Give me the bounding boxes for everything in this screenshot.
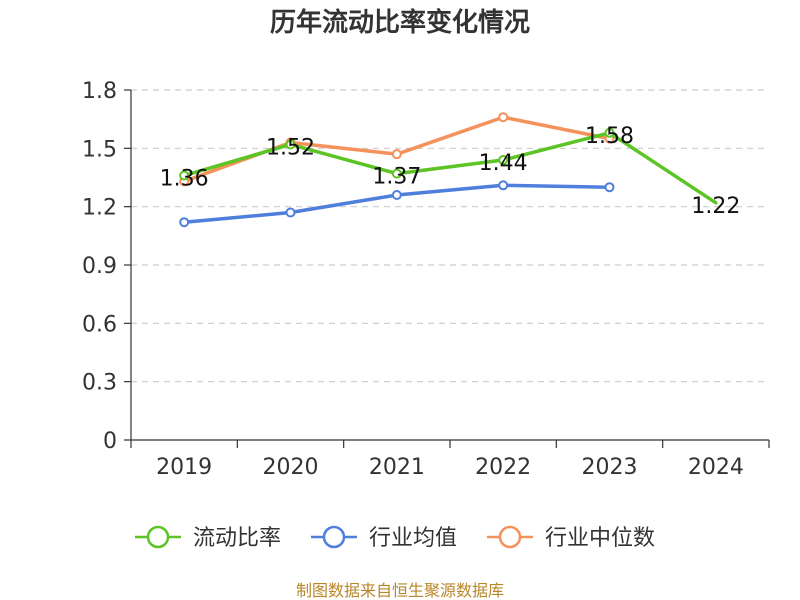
- legend-label-industry_avg: 行业均值: [369, 526, 457, 551]
- y-tick-label: 1.8: [82, 79, 117, 104]
- y-tick-label: 0: [103, 429, 117, 454]
- data-label: 1.58: [585, 124, 634, 149]
- series-industry_avg: [179, 180, 615, 228]
- data-label: 1.37: [372, 165, 421, 190]
- data-point-industry_avg: [179, 217, 190, 228]
- data-point-industry_avg: [604, 182, 615, 193]
- data-label: 1.44: [479, 151, 528, 176]
- y-tick-label: 0.6: [82, 312, 117, 337]
- x-tick-label: 2023: [582, 455, 638, 480]
- data-point-industry_avg: [391, 190, 402, 200]
- gridlines: [131, 89, 769, 383]
- data-point-current: [391, 168, 402, 179]
- y-tick-label: 0.9: [82, 254, 117, 279]
- data-point-industry_avg: [285, 207, 296, 218]
- series-line-current: [182, 131, 718, 205]
- chart-title: 历年流动比率变化情况: [270, 7, 530, 38]
- legend-marker-industry_avg: [322, 525, 346, 549]
- data-point-current: [179, 170, 190, 181]
- x-tick-label: 2020: [263, 455, 319, 480]
- source-note: 制图数据来自恒生聚源数据库: [296, 581, 504, 600]
- data-point-industry_median: [498, 112, 509, 123]
- legend-label-industry_median: 行业中位数: [545, 526, 655, 551]
- series-current: [179, 127, 718, 205]
- data-point-current: [285, 139, 296, 150]
- y-tick-label: 0.3: [82, 371, 117, 396]
- series-group: [179, 112, 718, 228]
- y-tick-label: 1.5: [82, 137, 117, 162]
- data-label: 1.52: [266, 135, 315, 160]
- legend-marker-industry_median: [498, 525, 522, 549]
- legend[interactable]: 流动比率 行业均值 行业中位数: [135, 525, 655, 551]
- x-tick-label: 2019: [156, 455, 212, 480]
- data-label: 1.36: [160, 167, 209, 192]
- data-point-industry_avg: [498, 180, 509, 191]
- legend-item-industry_median[interactable]: 行业中位数: [487, 525, 655, 551]
- data-point-industry_median: [391, 149, 402, 160]
- legend-label-current: 流动比率: [193, 526, 281, 551]
- axes: 0 0.3 0.6 0.9 1.2 1.5 1.8 2019 2020 2021 2022 2023 2…: [82, 79, 770, 480]
- legend-marker-current: [146, 525, 170, 549]
- x-tick-label: 2024: [688, 455, 744, 480]
- data-label: 1.22: [691, 194, 740, 219]
- legend-item-current[interactable]: 流动比率: [135, 525, 281, 551]
- legend-item-industry_avg[interactable]: 行业均值: [311, 525, 457, 551]
- data-point-current: [498, 155, 509, 165]
- y-tick-label: 1.2: [82, 196, 117, 221]
- data-labels: 1.36 1.52 1.37 1.44 1.58 1.22: [160, 124, 741, 219]
- data-point-current: [604, 127, 615, 138]
- x-tick-label: 2021: [369, 455, 425, 480]
- x-tick-label: 2022: [475, 455, 531, 480]
